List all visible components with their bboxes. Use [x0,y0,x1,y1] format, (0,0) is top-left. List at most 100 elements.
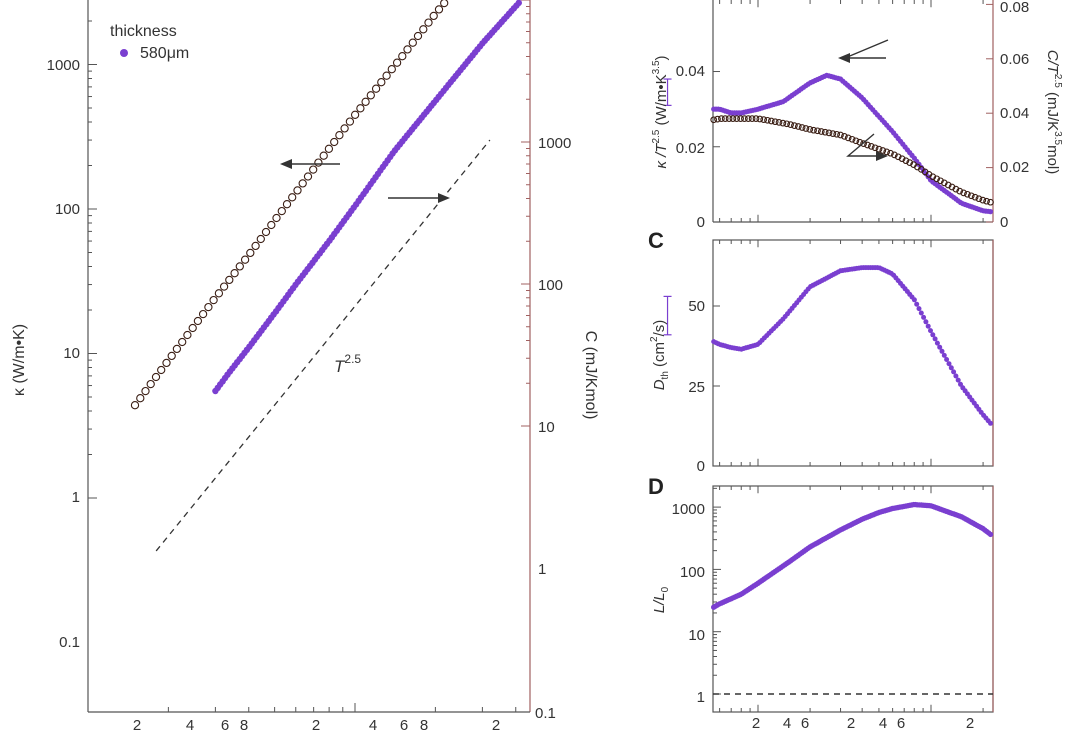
main-capacity-point [346,118,353,125]
main-capacity-point [247,249,254,256]
main-capacity-point [262,228,269,235]
main-capacity-point [179,338,186,345]
main-capacity-point [158,366,165,373]
b-capacity-point [984,198,990,204]
b-y2label-exp: 2.5 [1052,74,1063,88]
b-y-axis-label: κ /T2.5 (W/m•K3.5) [651,55,670,168]
c-diffusivity-point [914,302,919,307]
panel-c: C 0 25 50 Dth (cm2/s) [648,228,993,475]
main-capacity-point [320,152,327,159]
main-y-tick-label: 10 [63,345,80,362]
d-x-tick-label: 2 [847,715,855,732]
c-diffusivity-point [921,315,926,320]
main-capacity-point [294,187,301,194]
b-y-tick-label: 0.04 [676,63,705,80]
main-x-tick-label: 2 [492,717,500,733]
d-frame [713,486,993,712]
main-x-tick-label: 6 [400,717,408,733]
b-y2-tick-label: 0.06 [1000,51,1029,68]
b-ylabel-base: κ /T [653,142,670,169]
main-capacity-point [142,388,149,395]
b-y2-tick-label: 0.04 [1000,105,1029,122]
main-capacity-point [399,53,406,60]
main-x-tick-label: 6 [221,717,229,733]
main-capacity-point [325,145,332,152]
c-ylabel-end: /s) [651,320,668,337]
b-y2label-base: C/T [1044,50,1061,76]
main-capacity-point [362,98,369,105]
main-capacity-point [331,138,338,145]
c-ylabel-base: D [651,379,668,390]
main-capacity-point [273,214,280,221]
main-capacity-point [425,19,432,26]
b-y-tick-label: 0 [697,214,705,231]
b-ylabel-rest: (W/m•K [653,74,670,129]
d-y-tick-label: 1000 [672,501,705,518]
main-capacity-point [373,85,380,92]
main-y2-tick-label: 10 [538,419,555,436]
legend-title: thickness [110,23,177,40]
main-capacity-point [367,92,374,99]
main-capacity-point [236,263,243,270]
main-capacity-point [205,304,212,311]
b-capacity-point [788,122,794,128]
b-y2label-rest: (mJ/K [1044,88,1061,131]
main-capacity-point [299,180,306,187]
main-y-tick-label: 1 [72,489,80,506]
b-y-tick-label: 0.02 [676,140,705,157]
c-diffusivity-point [926,324,931,329]
d-ticks [713,486,983,712]
b-ylabel-end: ) [653,55,670,60]
main-x-tick-label: 8 [240,717,248,733]
c-y-tick-label: 0 [697,458,705,475]
main-capacity-point [226,276,233,283]
main-capacity-point [137,395,144,402]
b-ylabel-exp: 2.5 [651,129,662,143]
legend-entry: 580μm [140,45,189,62]
c-diffusivity-point [923,319,928,324]
main-y-axis-label: κ (W/m•K) [11,324,28,396]
main-capacity-point [420,26,427,33]
main-capacity-point [383,72,390,79]
main-capacity-point [315,159,322,166]
d-lorenz-point [988,532,993,537]
b-capacity-point [799,125,805,131]
t25-exponent: 2.5 [344,352,361,366]
b-kappa-point [988,209,993,214]
c-y-tick-label: 25 [688,379,705,396]
main-capacity-point [404,46,411,53]
main-capacity-point [378,79,385,86]
main-ticks [88,0,530,712]
d-x-tick-label: 4 [783,715,791,732]
main-marks [131,0,522,551]
b-y2label-end: mol) [1044,145,1061,174]
main-kappa-point [516,0,522,6]
main-capacity-point [388,66,395,73]
main-capacity-point [184,331,191,338]
main-capacity-point [304,173,311,180]
b-ylabel-exp2: 3.5 [651,60,662,74]
main-capacity-point [168,352,175,359]
b-capacity-point [796,124,802,130]
main-y-tick-label: 100 [55,201,80,218]
main-y2-tick-label: 1 [538,561,546,578]
d-y-axis-label: L/L0 [651,586,671,613]
c-diffusivity-point [928,328,933,333]
c-diffusivity-point [919,311,924,316]
main-capacity-point [336,132,343,139]
main-capacity-point [310,166,317,173]
d-x-tick-label: 4 [879,715,887,732]
d-y-tick-label: 100 [680,564,705,581]
main-y2-tick-label: 1000 [538,135,571,152]
main-y2-axis-label: C (mJ/Kmol) [582,331,599,420]
main-x-tick-label: 4 [369,717,377,733]
main-capacity-point [414,32,421,39]
d-x-tick-label: 2 [752,715,760,732]
main-y-tick-label: 0.1 [59,634,80,651]
b-capacity-point [803,126,809,132]
main-x-tick-label: 4 [186,717,194,733]
main-capacity-point [430,12,437,19]
b-y2-axis-label: C/T2.5 (mJ/K3.5mol) [1044,50,1063,175]
main-capacity-point [252,242,259,249]
